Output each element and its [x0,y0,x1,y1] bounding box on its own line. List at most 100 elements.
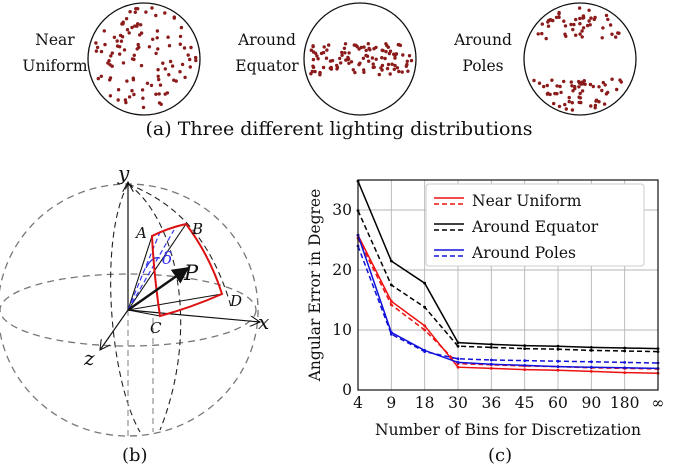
light-point [400,70,404,74]
light-point [581,26,586,30]
light-point [134,7,138,11]
x-tick-label: 90 [581,394,601,412]
sphere-distribution-around-poles [523,2,637,116]
light-point [559,90,563,95]
light-point [594,99,598,103]
light-point [388,49,393,53]
light-point [99,74,103,79]
light-point [409,58,414,63]
light-point [154,92,158,96]
data-point [523,344,527,347]
ray-to-C [127,309,161,317]
light-point [94,49,99,53]
light-point [189,45,193,50]
data-point [556,347,560,351]
light-point [577,81,582,85]
light-point [343,42,348,46]
light-point [401,53,405,57]
group-label-line1: Around [454,31,512,49]
data-point [556,365,560,368]
chart-ticks: 4 9 18 30 36 45 60 90 180 ∞ 0 10 20 30 [332,201,664,412]
data-point [623,366,627,370]
light-point [600,36,604,40]
light-point [158,83,163,87]
light-point [131,76,135,80]
x-axis-line [127,309,260,322]
light-point [602,102,607,106]
x-tick-label: 45 [515,394,535,412]
light-point [155,36,159,40]
light-point [338,56,342,61]
caption-c: (c) [488,445,513,466]
data-point [389,259,393,263]
light-point [406,69,410,73]
light-point [352,43,356,47]
light-point [161,61,165,65]
light-points [309,42,414,77]
light-point [145,81,150,86]
light-point [545,92,550,96]
point-label-A: A [134,224,147,242]
light-point [577,100,581,105]
light-point [570,101,574,105]
light-point [311,44,315,48]
light-point [311,64,315,68]
data-point [623,371,627,374]
light-point [578,91,582,96]
data-point [423,328,427,332]
light-point [327,43,331,47]
light-point [328,66,332,70]
light-point [138,33,142,37]
light-point [364,48,368,53]
light-point [353,70,357,75]
x-tick-label: 9 [386,394,396,412]
light-point [606,17,610,22]
light-point [397,69,401,74]
light-point [577,6,582,10]
y-tick-label: 30 [332,201,352,219]
light-point [115,39,119,43]
light-point [124,100,128,105]
light-point [569,22,573,27]
light-point [136,22,140,26]
light-point [544,36,548,41]
light-point [597,85,601,89]
legend-label: Around Poles [471,244,576,262]
light-point [393,56,397,60]
light-point [157,77,161,82]
plot-frame [357,179,659,391]
data-point [589,360,593,364]
light-point [130,89,134,93]
group-label-line2: Poles [462,57,504,75]
light-point [571,89,575,93]
axis-label-x: x [258,310,269,334]
light-point [536,32,540,36]
blue-projection [127,231,161,311]
series-line [357,210,659,353]
light-point [108,94,113,98]
light-point [610,77,614,81]
light-point [321,65,326,70]
light-point [155,29,160,33]
angular-error-chart: 4 9 18 30 36 45 60 90 180 ∞ 0 10 20 30 Near Uniform Ar… [306,179,664,439]
light-point [178,42,182,46]
light-point [578,22,582,26]
data-point [389,303,393,307]
light-point [557,12,561,16]
light-point [563,102,567,107]
legend-label: Near Uniform [472,192,582,210]
light-point [385,43,389,48]
light-point [549,18,554,22]
light-point [125,28,130,32]
blue-projection [127,229,175,311]
light-point [580,35,584,39]
chart-legend: Near Uniform Around Equator Around Poles [425,183,645,267]
light-point [368,48,372,52]
light-point [581,14,586,18]
light-point [168,59,173,64]
data-point [423,324,427,328]
light-point [116,88,121,92]
light-point [94,41,98,45]
ray-to-B [127,223,187,311]
light-point [390,62,394,66]
